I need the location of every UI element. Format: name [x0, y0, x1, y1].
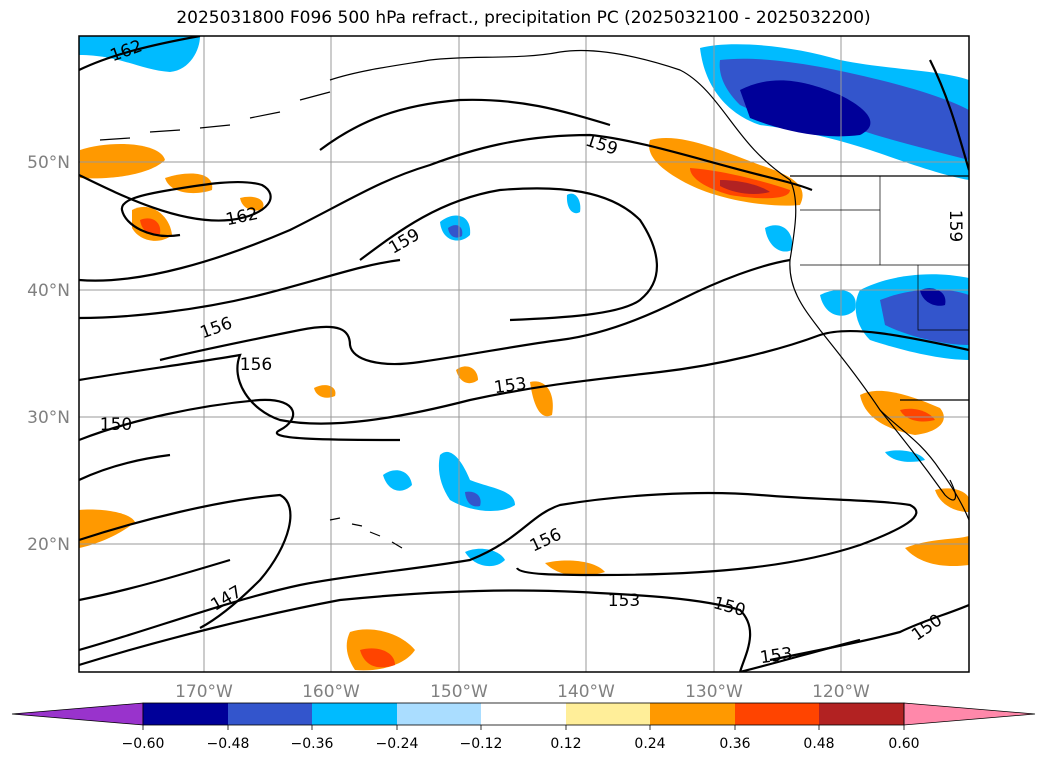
precip-positive-area: [456, 366, 478, 384]
precip-negative-area: [383, 470, 412, 491]
lon-label: 120°W: [812, 682, 870, 702]
precip-positive-area: [79, 509, 135, 548]
precip-negative-area: [765, 225, 793, 252]
colorbar-bin: [143, 703, 228, 725]
contour-label: 156: [240, 355, 272, 375]
colorbar-bin: [819, 703, 904, 725]
precip-negative-area: [880, 289, 969, 345]
colorbar-bin: [397, 703, 481, 725]
precip-negative-area: [566, 193, 581, 214]
precip-negative-area: [740, 80, 871, 137]
colorbar-tick-label: 0.36: [719, 736, 750, 752]
precip-negative-area: [920, 288, 946, 306]
contour-159-east: [929, 59, 969, 171]
lat-label: 40°N: [27, 281, 70, 301]
colorbar-tick-label: 0.24: [634, 736, 665, 752]
precip-positive-area: [314, 385, 336, 398]
colorbar-bin: [312, 703, 397, 725]
baja-california: [879, 409, 957, 501]
lon-label: 130°W: [685, 682, 743, 702]
contour-label: 153: [759, 644, 794, 668]
colorbar-bin: [481, 703, 566, 725]
lon-label: 150°W: [430, 682, 488, 702]
colorbar-tick-label: −0.36: [291, 736, 334, 752]
colorbar-tick-label: 0.48: [803, 736, 834, 752]
alaska-coast: [329, 49, 791, 181]
state-lines: [800, 176, 969, 331]
contour-label: 150: [100, 415, 132, 435]
precip-positive-area: [80, 144, 165, 179]
contour-159-outer: [79, 133, 813, 282]
colorbar-bin: [735, 703, 819, 725]
colorbar-bin: [566, 703, 650, 725]
precip-positive-area: [530, 381, 553, 417]
contour-153-south: [79, 589, 752, 672]
precip-negative-area: [885, 450, 925, 462]
contour-label: 153: [608, 591, 640, 611]
colorbar-tick-label: −0.12: [460, 736, 503, 752]
refractivity-contours: [79, 36, 969, 672]
lon-label: 140°W: [557, 682, 615, 702]
precip-negative-area: [820, 290, 856, 316]
contour-153: [79, 329, 969, 425]
precip-positive-area: [240, 196, 264, 211]
precip-negative-area: [438, 451, 515, 512]
precip-negative-area: [465, 548, 505, 567]
precip-negative-area: [465, 491, 481, 507]
contour-label: 153: [493, 374, 528, 398]
aleutian-islands: [99, 91, 331, 141]
latitude-labels: 50°N 40°N 30°N 20°N: [27, 153, 70, 555]
contour-label: 159: [945, 210, 965, 242]
colorbar-bin: [650, 703, 735, 725]
precip-positive-area: [140, 218, 161, 235]
colorbar-tick-label: −0.24: [376, 736, 419, 752]
north-america-coast: [789, 179, 969, 521]
contour-150-south: [769, 603, 969, 662]
colorbar-tick-label: 0.12: [550, 736, 581, 752]
hawaii-islands: [329, 517, 403, 549]
precip-positive-area: [720, 180, 770, 194]
contour-156: [79, 258, 791, 366]
lat-label: 20°N: [27, 535, 70, 555]
map-panel: 162 159 162 159 156 156 150 153 147 156 …: [79, 36, 969, 672]
precip-positive-area: [360, 648, 395, 668]
lon-label: 160°W: [302, 682, 360, 702]
colorbar-tick-label: −0.60: [122, 736, 165, 752]
precip-negative-area: [79, 36, 200, 72]
precip-positive-area: [900, 408, 935, 422]
contour-159-inner: [319, 98, 658, 322]
precip-shading: [79, 36, 969, 671]
colorbar: −0.60 −0.48 −0.36 −0.24 −0.12 0.12 0.24 …: [11, 702, 1036, 752]
contour-156-south: [79, 491, 918, 652]
colorbar-under-extend: [11, 702, 144, 726]
colorbar-over-extend: [903, 702, 1036, 726]
longitude-labels: 170°W 160°W 150°W 140°W 130°W 120°W: [175, 682, 870, 702]
precip-positive-area: [545, 560, 605, 576]
lat-label: 50°N: [27, 153, 70, 173]
coastlines: [99, 49, 969, 549]
lon-label: 170°W: [175, 682, 233, 702]
contour-162-loop: [79, 174, 272, 238]
colorbar-bin: [228, 703, 312, 725]
contour-153-se: [739, 638, 861, 672]
map-title: 2025031800 F096 500 hPa refract., precip…: [176, 8, 871, 28]
colorbar-tick-label: −0.48: [207, 736, 250, 752]
contour-162-nw: [79, 36, 201, 71]
map-frame: [78, 35, 970, 673]
contour-150: [79, 398, 401, 481]
colorbar-tick-label: 0.60: [888, 736, 919, 752]
lat-label: 30°N: [27, 408, 70, 428]
